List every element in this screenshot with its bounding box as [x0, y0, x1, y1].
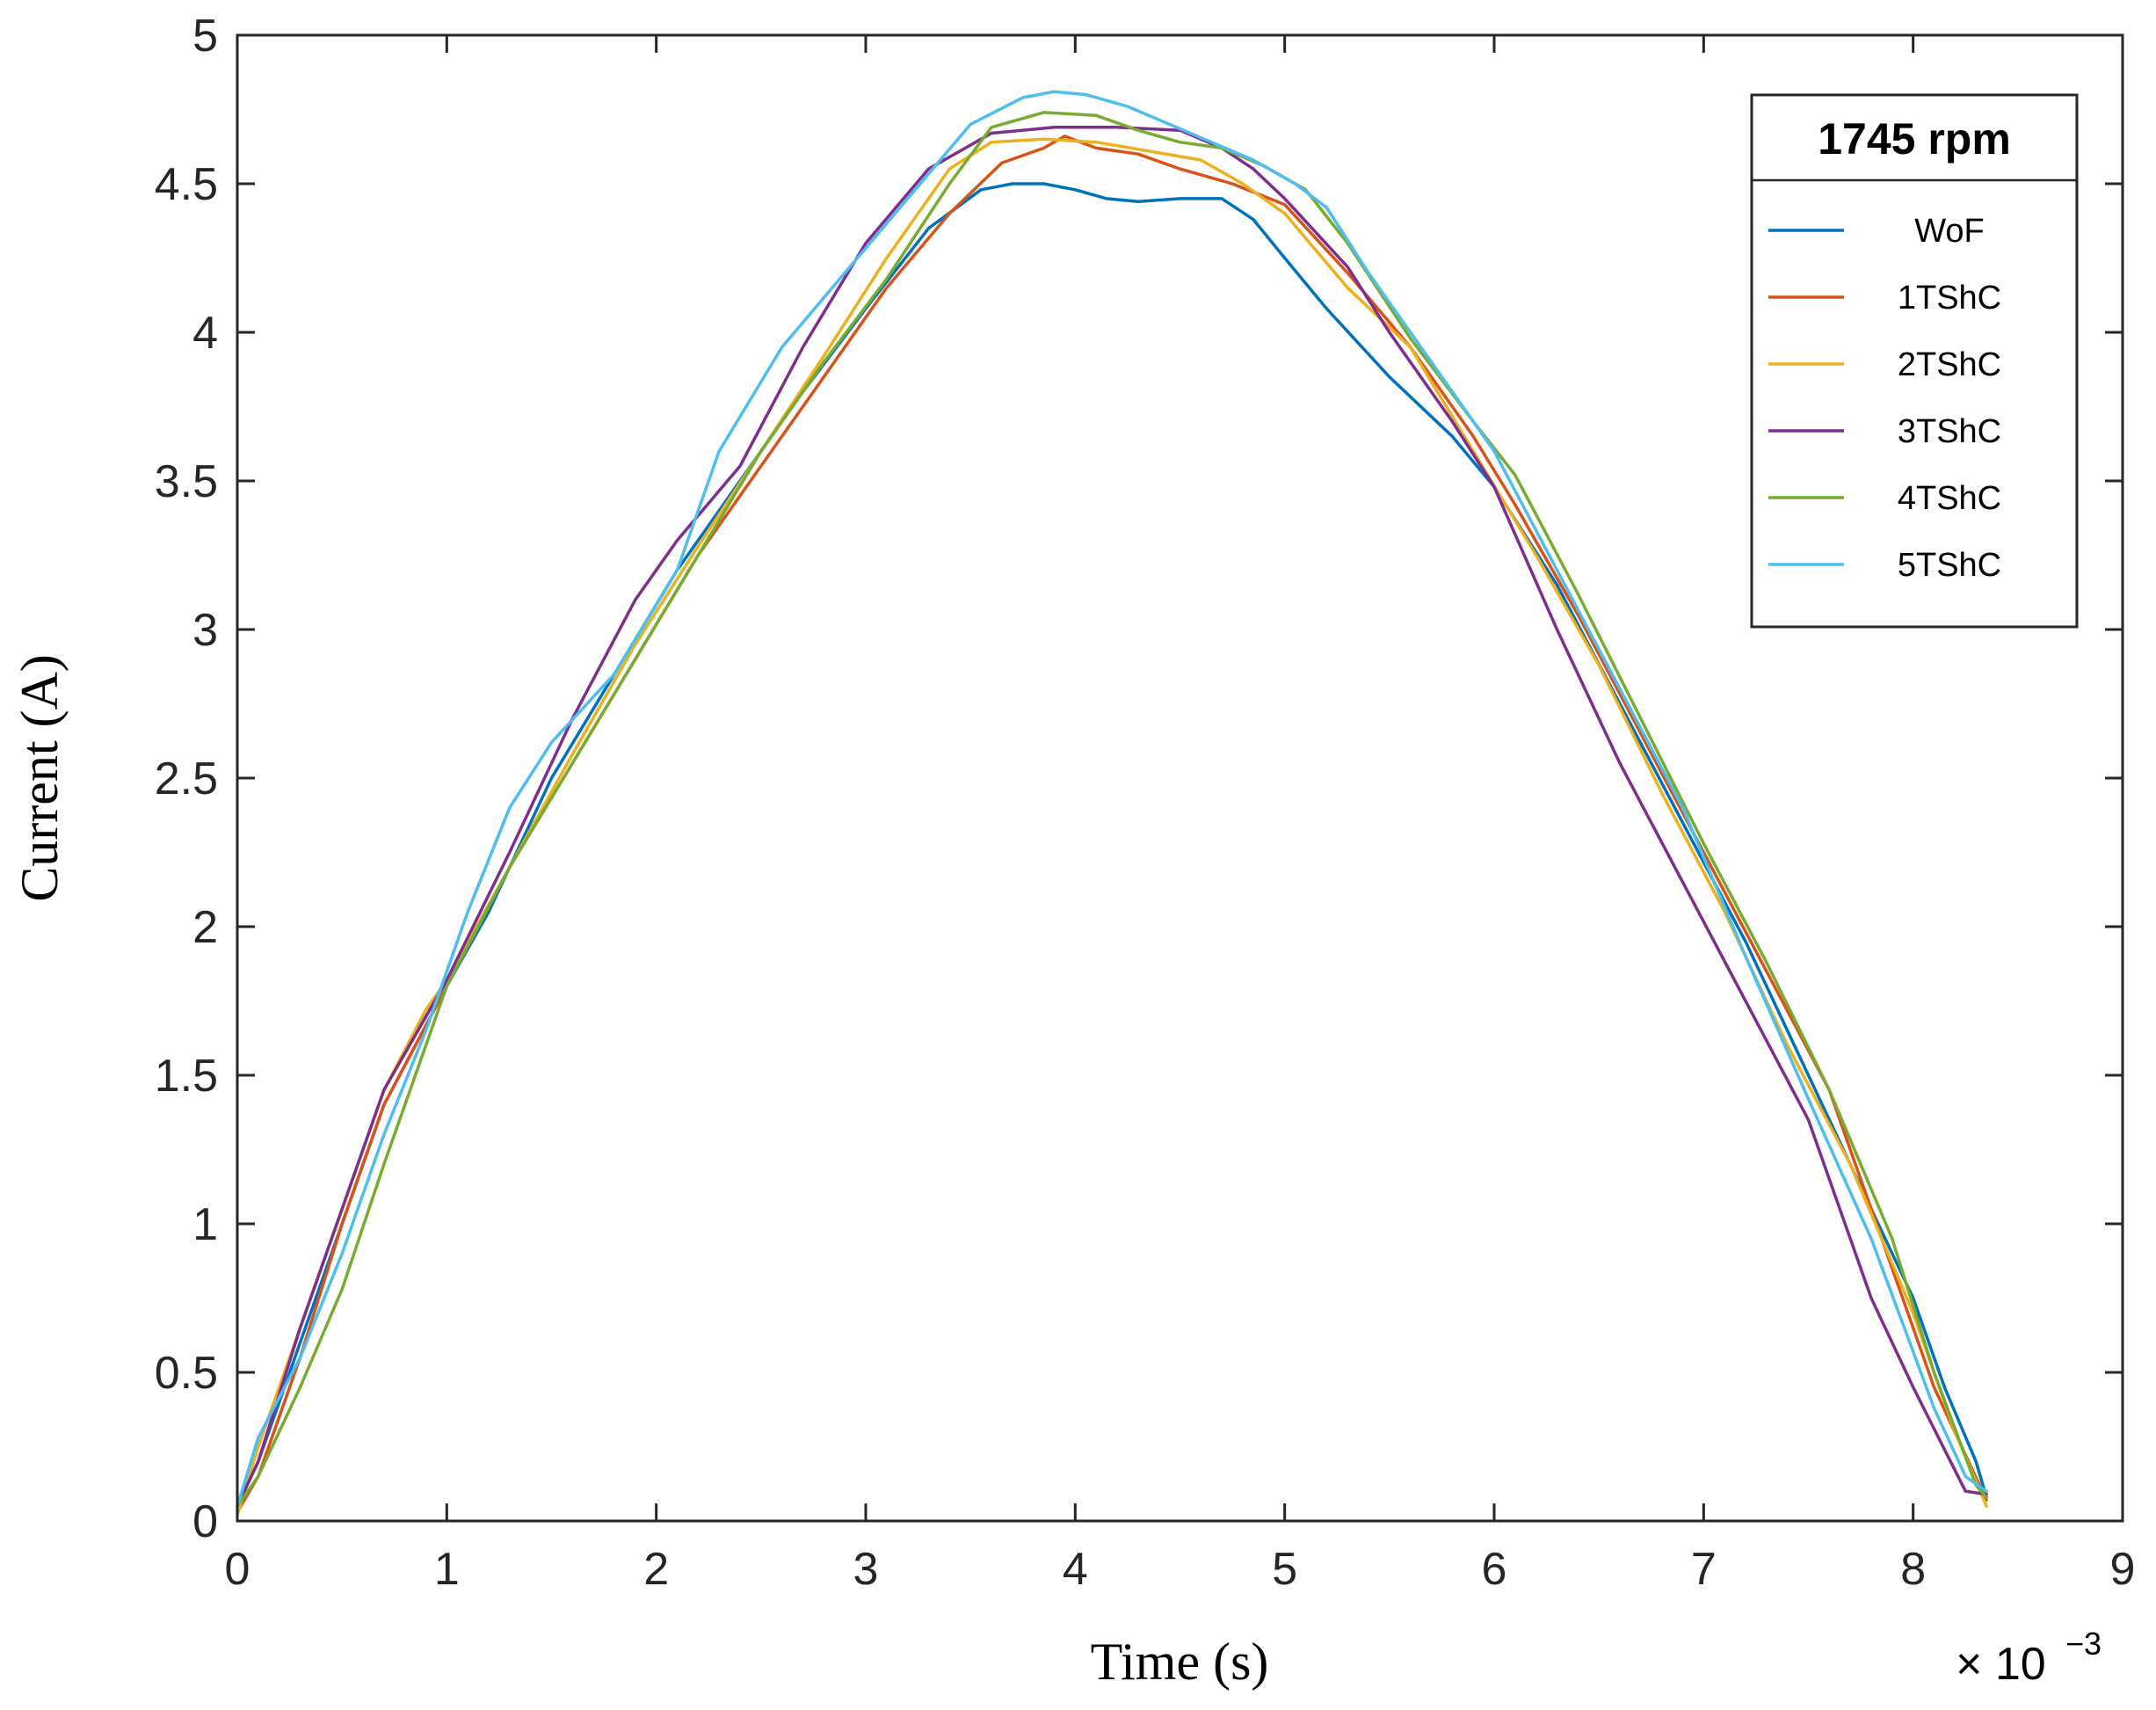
x-tick-label: 1	[434, 1544, 460, 1595]
series-lines	[236, 90, 1988, 1517]
legend-label-wof: WoF	[1914, 213, 1985, 250]
y-tick-label: 4	[192, 308, 218, 359]
series-line-5tshc	[236, 90, 1988, 1508]
x-tick-label: 5	[1272, 1544, 1297, 1595]
y-tick-label: 0	[192, 1496, 218, 1547]
x-tick-label: 4	[1063, 1544, 1088, 1595]
x-axis-title: Time (s)	[1091, 1633, 1269, 1691]
y-axis-title: Current (A)	[11, 654, 69, 902]
y-tick-label: 3.5	[155, 456, 218, 507]
x-tick-labels: 0 1 2 3 4 5 6 7 8 9	[225, 1544, 2136, 1595]
y-tick-label: 2	[192, 902, 218, 953]
x-exponent-power: −3	[2065, 1626, 2102, 1662]
legend-label-4tshc: 4TShC	[1898, 480, 2001, 517]
x-tick-label: 0	[225, 1544, 250, 1595]
series-line-2tshc	[236, 137, 1988, 1517]
legend-label-2tshc: 2TShC	[1898, 346, 2001, 383]
y-tick-labels: 0 0.5 1 1.5 2 2.5 3 3.5 4 4.5 5	[155, 11, 218, 1547]
x-exponent-label: × 10 −3	[1956, 1626, 2102, 1690]
series-line-3tshc	[236, 126, 1988, 1508]
y-tick-label: 5	[192, 11, 218, 62]
legend-title: 1745 rpm	[1818, 114, 2011, 164]
x-tick-label: 2	[643, 1544, 669, 1595]
series-line-4tshc	[236, 111, 1988, 1508]
legend-box	[1750, 93, 2079, 629]
x-tick-label: 6	[1482, 1544, 1507, 1595]
x-exponent-base: × 10	[1956, 1639, 2046, 1690]
legend-label-3tshc: 3TShC	[1898, 413, 2001, 450]
legend-label-1tshc: 1TShC	[1898, 280, 2001, 317]
y-tick-label: 3	[192, 605, 218, 656]
y-tick-label: 2.5	[155, 753, 218, 804]
axis-ticks	[236, 33, 2124, 1523]
x-tick-label: 7	[1691, 1544, 1717, 1595]
legend-label-5tshc: 5TShC	[1898, 547, 2001, 584]
legend: 1745 rpm WoF 1TShC 2TShC 3TShC 4TShC 5TShC	[1750, 93, 2079, 629]
x-tick-label: 9	[2110, 1544, 2136, 1595]
legend-items: WoF 1TShC 2TShC 3TShC 4TShC 5TShC	[1768, 213, 2001, 584]
x-tick-label: 3	[853, 1544, 879, 1595]
y-tick-label: 1.5	[155, 1051, 218, 1102]
x-tick-label: 8	[1900, 1544, 1926, 1595]
y-tick-label: 4.5	[155, 159, 218, 210]
y-tick-label: 0.5	[155, 1348, 218, 1399]
y-tick-label: 1	[192, 1199, 218, 1250]
